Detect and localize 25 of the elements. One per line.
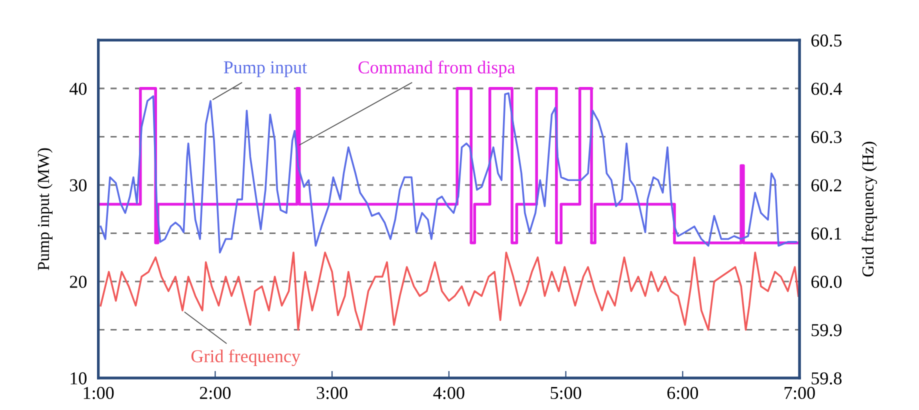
line-series xyxy=(100,252,800,331)
x-tick-label: 4:00 xyxy=(433,386,464,400)
y2-tick-label: 60.1 xyxy=(811,227,842,240)
x-tick-label: 2:00 xyxy=(200,386,231,400)
y2-tick-label: 60.0 xyxy=(811,276,842,288)
x-tick-label: 5:00 xyxy=(550,386,582,400)
y2-tick-label: 59.8 xyxy=(812,372,842,385)
y2-tick-label: 60.2 xyxy=(811,179,842,192)
y2-tick-label: 60.4 xyxy=(811,82,842,95)
x-tick-label: 1:00 xyxy=(84,386,114,400)
series-label: Command from dispa xyxy=(358,60,515,78)
y2-tick-label: 60.5 xyxy=(811,34,842,47)
series-label: Grid frequency xyxy=(191,349,300,366)
y-tick-label: 20 xyxy=(70,276,87,288)
y-axis-title: Pump input (MW) xyxy=(37,148,52,270)
y2-tick-label: 60.3 xyxy=(811,130,842,144)
x-tick-label: 7:00 xyxy=(784,386,815,400)
x-tick-label: 6:00 xyxy=(667,386,698,400)
y-tick-label: 30 xyxy=(70,179,87,192)
series-label: Pump input xyxy=(224,61,307,78)
y2-axis-title: Grid frequency (Hz) xyxy=(862,142,878,276)
y-tick-label: 40 xyxy=(70,82,87,95)
y-tick-label: 10 xyxy=(70,372,87,384)
y2-tick-label: 59.9 xyxy=(812,324,842,336)
x-tick-label: 3:00 xyxy=(316,386,348,400)
